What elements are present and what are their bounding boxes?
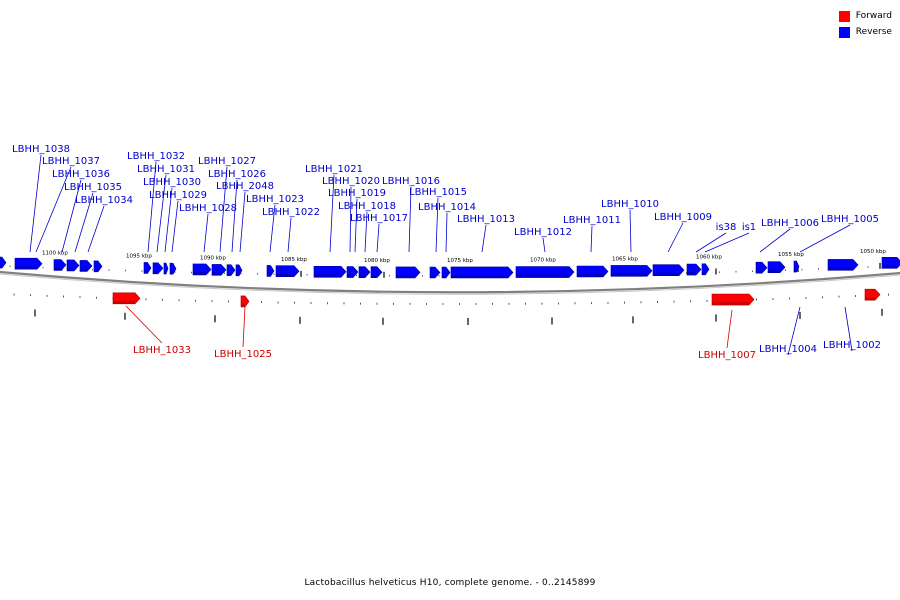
gene-label[interactable]: LBHH_1007 [698,350,756,361]
map-caption: Lactobacillus helveticus H10, complete g… [304,578,596,588]
gene-label[interactable]: LBHH_1032 [127,151,185,162]
gene-label[interactable]: LBHH_1011 [563,215,621,226]
gene-arrow[interactable] [0,256,7,269]
gene-arrow[interactable] [358,266,371,278]
gene-arrow[interactable] [66,259,80,272]
gene-label[interactable]: LBHH_1009 [654,212,712,223]
gene-arrow[interactable] [755,261,768,274]
gene-arrow[interactable] [240,295,250,308]
scale-tick-label: 1060 kbp [696,255,722,261]
scale-tick-label: 1050 kbp [860,249,886,255]
gene-label[interactable]: LBHH_1016 [382,176,440,187]
gene-arrow[interactable] [652,264,685,276]
scale-tick-label: 1080 kbp [364,258,390,264]
genome-backbone [0,270,900,294]
gene-arrow[interactable] [266,265,275,277]
gene-arrow[interactable] [226,264,236,276]
gene-arrow[interactable] [881,257,900,269]
gene-label[interactable]: is38 [716,222,737,233]
gene-label[interactable]: LBHH_1037 [42,156,100,167]
gene-arrow[interactable] [441,266,451,279]
gene-arrow[interactable] [793,260,800,273]
gene-arrow[interactable] [864,288,881,301]
gene-label[interactable]: LBHH_1004 [759,344,817,355]
gene-arrow[interactable] [711,293,755,306]
gene-arrow[interactable] [152,262,164,275]
gene-arrow[interactable] [211,264,227,276]
scale-tick-label: 1070 kbp [530,258,556,264]
scale-tick-label: 1095 kbp [126,253,152,259]
gene-arrow[interactable] [275,265,300,277]
scale-tick-label: 1100 kbp [42,251,68,257]
legend-label-forward: Forward [855,11,892,21]
gene-arrow[interactable] [53,259,67,271]
gene-label[interactable]: LBHH_1021 [305,164,363,175]
gene-label[interactable]: LBHH_1038 [12,144,70,155]
gene-label[interactable]: LBHH_1036 [52,169,110,180]
scale-tick-label: 1085 kbp [281,257,307,263]
gene-label[interactable]: LBHH_2048 [216,181,274,192]
reverse-swatch [838,26,850,38]
gene-label[interactable]: LBHH_1002 [823,340,881,351]
scale-tick-label: 1075 kbp [447,258,473,264]
gene-label[interactable]: LBHH_1033 [133,345,191,356]
gene-label[interactable]: LBHH_1027 [198,156,256,167]
gene-label[interactable]: LBHH_1005 [821,214,879,225]
gene-label[interactable]: LBHH_1025 [214,349,272,360]
legend-item-forward: Forward [838,8,892,24]
gene-arrow[interactable] [79,260,93,272]
gene-label[interactable]: LBHH_1031 [137,164,195,175]
gene-label[interactable]: LBHH_1026 [208,169,266,180]
gene-label[interactable]: LBHH_1022 [262,207,320,218]
legend-label-reverse: Reverse [855,27,892,37]
gene-label[interactable]: is1 [742,222,756,233]
legend: Forward Reverse [838,8,892,40]
gene-label[interactable]: LBHH_1014 [418,202,476,213]
gene-arrow[interactable] [346,266,359,278]
forward-swatch [838,10,850,22]
gene-arrow[interactable] [576,265,609,278]
gene-arrow[interactable] [370,266,383,279]
gene-label[interactable]: LBHH_1012 [514,227,572,238]
scale-tick-label: 1065 kbp [612,256,638,262]
gene-label[interactable]: LBHH_1030 [143,177,201,188]
gene-label[interactable]: LBHH_1023 [246,194,304,205]
scale-tick-label: 1055 kbp [778,252,804,258]
gene-label[interactable]: LBHH_1029 [149,190,207,201]
gene-label[interactable]: LBHH_1028 [179,203,237,214]
gene-arrow[interactable] [235,264,243,277]
gene-arrow[interactable] [112,292,141,305]
gene-arrow[interactable] [701,263,710,276]
gene-arrow[interactable] [313,265,347,278]
gene-arrow[interactable] [395,266,421,279]
gene-label[interactable]: LBHH_1019 [328,188,386,199]
gene-arrow[interactable] [14,257,43,270]
gene-label[interactable]: LBHH_1017 [350,213,408,224]
gene-label[interactable]: LBHH_1010 [601,199,659,210]
gene-arrow[interactable] [163,262,169,275]
legend-item-reverse: Reverse [838,24,892,40]
gene-label[interactable]: LBHH_1020 [322,176,380,187]
gene-arrow[interactable] [192,263,212,276]
gene-arrow[interactable] [93,260,103,273]
scale-tick-label: 1090 kbp [200,255,226,261]
gene-label[interactable]: LBHH_1006 [761,218,819,229]
gene-arrow[interactable] [767,261,786,274]
gene-label[interactable]: LBHH_1015 [409,187,467,198]
gene-label[interactable]: LBHH_1018 [338,201,396,212]
gene-arrow[interactable] [169,262,177,275]
gene-arrow[interactable] [610,265,653,277]
gene-label[interactable]: LBHH_1034 [75,195,133,206]
gene-arrow[interactable] [143,262,152,274]
gene-arrow[interactable] [827,259,859,271]
gene-arrow[interactable] [686,263,702,276]
gene-label[interactable]: LBHH_1035 [64,182,122,193]
gene-arrow[interactable] [450,266,514,279]
gene-arrow[interactable] [429,266,441,279]
gene-label[interactable]: LBHH_1013 [457,214,515,225]
gene-arrow[interactable] [515,266,575,278]
